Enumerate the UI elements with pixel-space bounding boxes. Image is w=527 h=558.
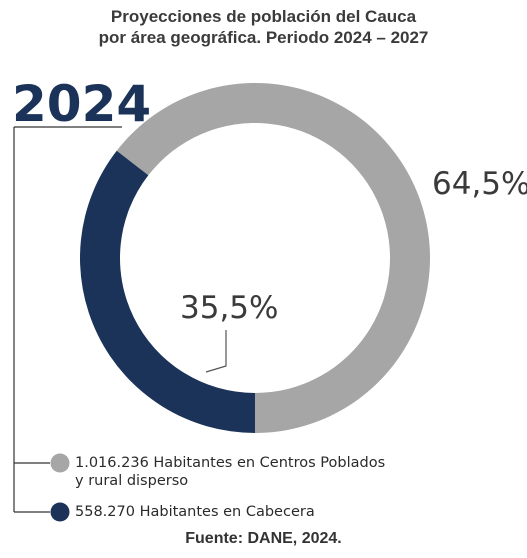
chart-title: Proyecciones de población del Cauca por …: [0, 6, 527, 48]
donut-slice-1: [80, 150, 256, 433]
legend-item-cabecera: 558.270 Habitantes en Cabecera: [75, 503, 315, 521]
leader-line-slice-1: [205, 330, 227, 373]
legend-item-centros-poblados: 1.016.236 Habitantes en Centros Poblados…: [75, 454, 385, 490]
legend-label-cabecera: 558.270 Habitantes en Cabecera: [75, 504, 315, 520]
source-note: Fuente: DANE, 2024.: [185, 530, 342, 547]
donut-slices: [80, 82, 431, 434]
legend-marker-centros-poblados: [50, 453, 70, 473]
legend-marker-cabecera: [50, 502, 70, 522]
year-label: 2024: [12, 75, 152, 133]
value-label-slice-1: 35,5%: [180, 290, 278, 326]
chart-title-line-2: por área geográfica. Periodo 2024 – 2027: [98, 28, 429, 47]
legend-label-line-1: 1.016.236 Habitantes en Centros Poblados: [75, 455, 386, 471]
legend-label-line-2: y rural disperso: [75, 473, 189, 489]
value-label-slice-0: 64,5%: [432, 166, 527, 202]
chart-title-line-1: Proyecciones de población del Cauca: [110, 7, 417, 26]
donut-labels: 64,5% 35,5%: [180, 166, 527, 373]
